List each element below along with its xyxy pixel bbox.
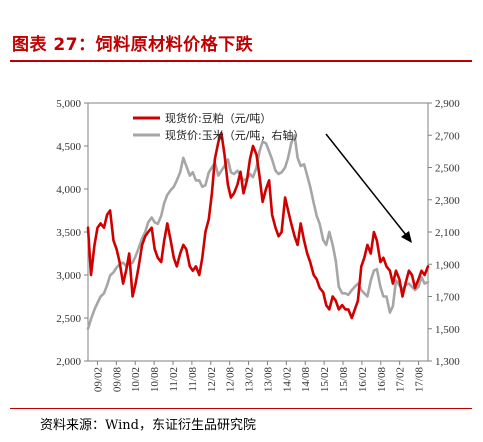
- right-axis: 1,300 1,500 1,700 1,900 2,100 2,300 2,500 2,700…: [428, 98, 460, 368]
- right-tick-label: 2,500: [435, 163, 460, 175]
- x-tick-label: 11/08: [187, 367, 199, 392]
- chart-title: 图表 27：饲料原材料价格下跌: [12, 35, 254, 55]
- source-note: 资料来源：Wind，东证衍生品研究院: [40, 418, 256, 433]
- right-tick-label: 2,900: [435, 98, 460, 110]
- series-layer: [86, 131, 430, 331]
- x-tick-label: 13/02: [244, 367, 256, 392]
- right-tick-label: 1,900: [435, 259, 460, 271]
- x-tick-label: 11/02: [168, 367, 180, 392]
- left-tick-label: 2,000: [56, 356, 81, 368]
- x-tick-label: 10/08: [149, 367, 161, 393]
- x-tick-label: 16/08: [376, 367, 388, 393]
- x-tick-label: 14/08: [300, 367, 312, 393]
- trend-arrow-head: [401, 231, 412, 243]
- right-tick-label: 1,300: [435, 356, 460, 368]
- right-tick-label: 1,500: [435, 324, 460, 336]
- x-tick-label: 15/08: [338, 367, 350, 393]
- x-tick-label: 09/02: [92, 367, 104, 392]
- legend-label-corn: 现货价:玉米（元/吨，右轴）: [165, 128, 304, 142]
- x-tick-label: 17/08: [414, 367, 426, 393]
- x-tick-label: 12/02: [206, 367, 218, 392]
- x-tick-label: 10/02: [130, 367, 142, 392]
- left-axis: 2,000 2,500 3,000 3,500 4,000 4,500 5,000: [56, 98, 88, 368]
- x-tick-label: 15/02: [319, 367, 331, 392]
- right-tick-label: 2,700: [435, 130, 460, 142]
- line-chart: 2,000 2,500 3,000 3,500 4,000 4,500 5,000 1,30…: [56, 98, 460, 393]
- x-tick-label: 13/08: [262, 367, 274, 393]
- right-tick-label: 2,100: [435, 227, 460, 239]
- series-line-soybean-meal: [86, 131, 430, 320]
- left-tick-label: 3,500: [56, 227, 81, 239]
- trend-arrow-shaft: [325, 133, 407, 236]
- left-tick-label: 4,500: [56, 141, 81, 153]
- title-divider: [10, 60, 472, 62]
- left-tick-label: 2,500: [56, 313, 81, 325]
- trend-arrow: [325, 133, 412, 243]
- left-tick-label: 5,000: [56, 98, 81, 110]
- right-tick-label: 1,700: [435, 292, 460, 304]
- x-tick-label: 14/02: [281, 367, 293, 392]
- left-tick-label: 3,000: [56, 270, 81, 282]
- legend: 现货价:豆粕（元/吨） 现货价:玉米（元/吨，右轴）: [133, 111, 304, 142]
- x-tick-label: 17/02: [395, 367, 407, 392]
- x-tick-label: 16/02: [357, 367, 369, 392]
- legend-label-soybean-meal: 现货价:豆粕（元/吨）: [165, 111, 271, 125]
- footer-divider: [10, 408, 472, 409]
- right-tick-label: 2,300: [435, 195, 460, 207]
- x-axis: 09/02 09/08 10/02 10/08 11/02 11/08 12/02 12/08…: [92, 361, 426, 393]
- x-tick-label: 12/08: [225, 367, 237, 393]
- x-tick-label: 09/08: [111, 367, 123, 393]
- left-tick-label: 4,000: [56, 184, 81, 196]
